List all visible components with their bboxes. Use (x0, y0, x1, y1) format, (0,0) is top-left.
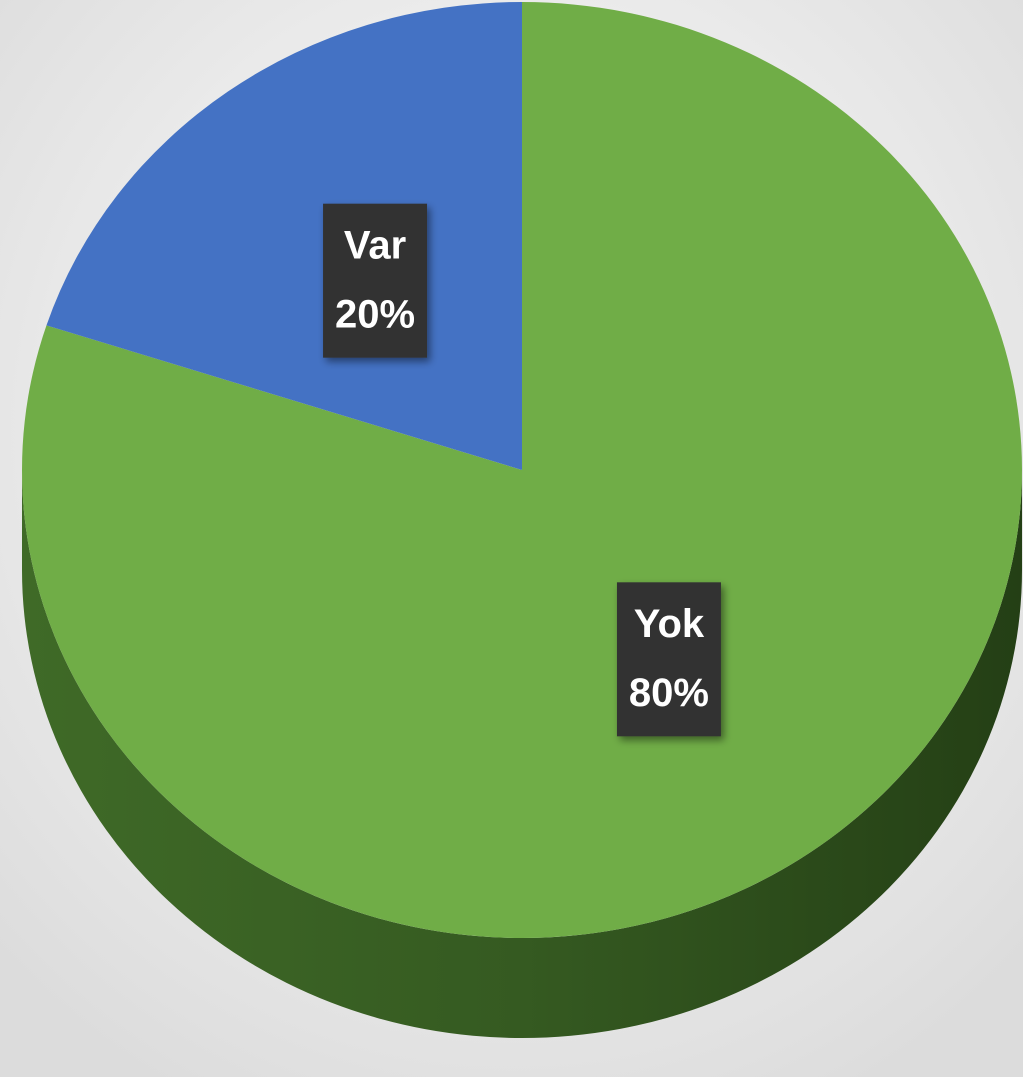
value-label: 20% (335, 292, 415, 336)
category-label: Yok (634, 602, 705, 646)
label-box (616, 582, 721, 737)
value-label: 80% (629, 671, 709, 715)
label-box (323, 203, 428, 358)
slices (21, 2, 1023, 938)
pie-side (22, 470, 1022, 1038)
labels: Yok 80% Var 20% (323, 203, 721, 737)
category-label: Var (344, 223, 406, 267)
